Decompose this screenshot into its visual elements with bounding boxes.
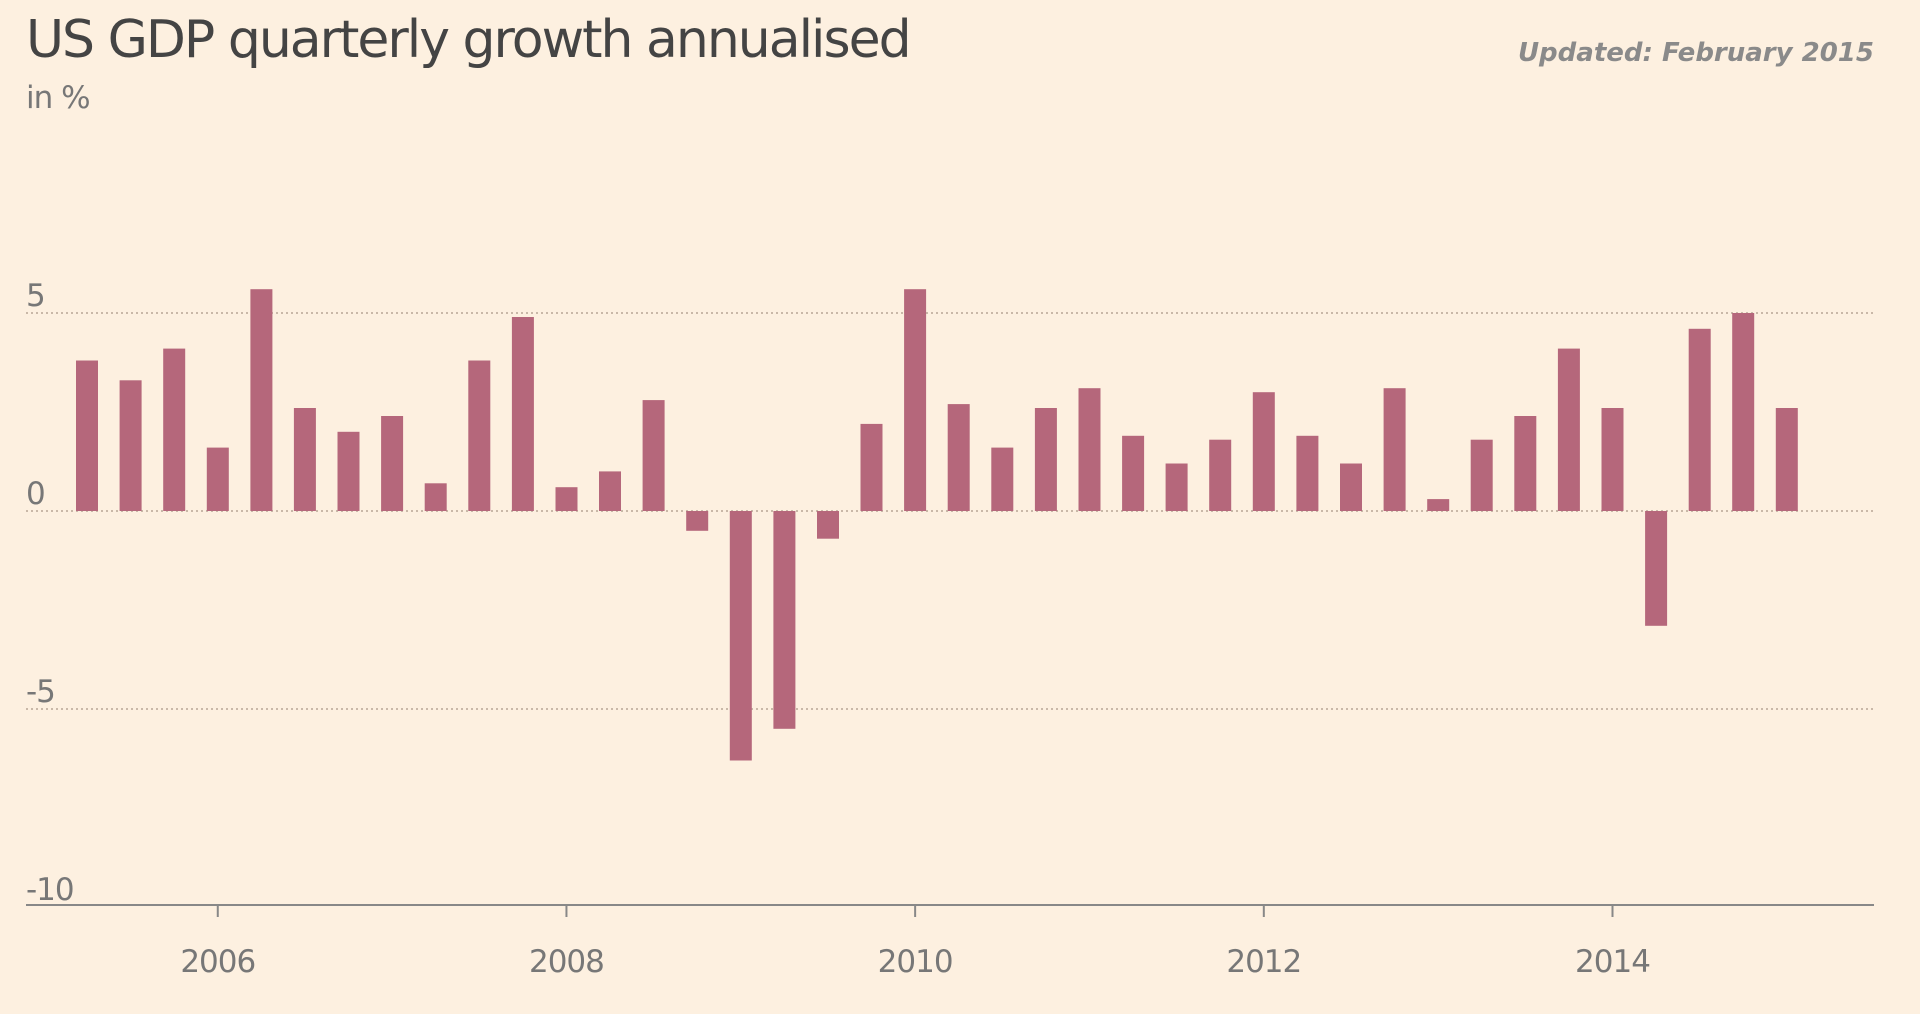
- y-tick-label: -5: [26, 674, 55, 710]
- bar: [250, 289, 273, 511]
- bar: [686, 511, 709, 531]
- bar: [1427, 499, 1450, 511]
- bar: [1732, 313, 1755, 511]
- bar: [642, 400, 665, 511]
- bar: [163, 348, 186, 511]
- bar: [511, 317, 534, 511]
- x-tick-label: 2010: [878, 944, 953, 980]
- bar: [468, 360, 491, 511]
- bar: [1688, 328, 1711, 511]
- y-axis-labels: 5 0 -5 -10: [26, 278, 75, 908]
- bar: [293, 408, 316, 511]
- bar: [1034, 408, 1057, 511]
- x-axis: 2006 2008 2010 2012 2014: [26, 904, 1874, 980]
- x-tick-label: 2014: [1575, 944, 1650, 980]
- bar: [991, 447, 1014, 511]
- bar-series: [76, 289, 1798, 761]
- bar: [1557, 348, 1580, 511]
- bar: [947, 404, 970, 511]
- y-tick-label: 5: [26, 278, 45, 314]
- chart-title: US GDP quarterly growth annualised: [26, 10, 912, 70]
- bar: [1645, 511, 1668, 626]
- updated-note: Updated: February 2015: [1517, 38, 1874, 68]
- bar: [1209, 439, 1232, 511]
- bar: [860, 423, 883, 511]
- x-tick-label: 2006: [180, 944, 255, 980]
- bar: [337, 431, 360, 511]
- bar: [817, 511, 839, 539]
- chart-subtitle: in %: [26, 80, 91, 116]
- y-tick-label: -10: [26, 872, 74, 908]
- bar: [555, 487, 578, 511]
- x-tick-label: 2008: [529, 944, 604, 980]
- bar: [729, 511, 752, 761]
- bar: [1601, 408, 1624, 511]
- bar: [1122, 435, 1145, 511]
- bar: [1514, 416, 1537, 511]
- bar: [1383, 388, 1406, 511]
- bar: [1252, 392, 1275, 511]
- x-tick-label: 2012: [1226, 944, 1301, 980]
- bar: [904, 289, 927, 511]
- bar: [1078, 388, 1101, 511]
- bar: [1340, 463, 1362, 511]
- bar: [381, 416, 404, 511]
- bar: [76, 360, 98, 511]
- bar: [1775, 408, 1798, 511]
- y-tick-label: 0: [26, 476, 45, 512]
- bar: [119, 380, 142, 511]
- bar: [599, 471, 621, 511]
- bar: [1296, 435, 1319, 511]
- bar: [1470, 439, 1493, 511]
- bar: [773, 511, 796, 729]
- bar: [1165, 463, 1188, 511]
- bar: [206, 447, 229, 511]
- bar: [424, 483, 447, 511]
